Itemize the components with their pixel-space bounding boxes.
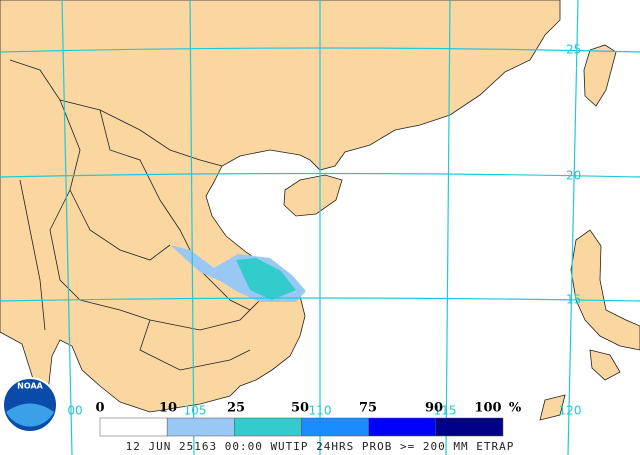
logo-text: NOAA	[17, 382, 43, 391]
legend-swatch	[368, 417, 437, 437]
legend-label: 50	[291, 401, 309, 416]
land	[0, 0, 640, 421]
legend-swatch	[301, 417, 369, 437]
legend-swatch	[435, 417, 504, 437]
legend-label: 90	[425, 401, 443, 416]
legend-label: 0	[95, 401, 104, 416]
legend-unit: %	[509, 401, 522, 416]
lon-label: 115	[434, 404, 457, 418]
legend-swatch	[234, 417, 302, 437]
lon-line	[567, 0, 579, 455]
legend: 0 10 25 50 75 90 100%	[95, 401, 522, 437]
caption: 12 JUN 25163 00:00 WUTIP 24HRS PROB >= 2…	[126, 440, 515, 453]
lon-line	[61, 0, 73, 455]
lon-line	[445, 0, 451, 455]
noaa-logo: NOAA	[2, 377, 58, 433]
legend-label: 10	[159, 401, 177, 416]
legend-swatch	[99, 417, 168, 437]
legend-label: 100	[474, 401, 501, 416]
lat-label: 15	[566, 293, 581, 307]
probability-areas	[170, 245, 306, 302]
legend-label: 75	[359, 401, 377, 416]
grid-labels: 25 20 15 00 105 110 115 120	[67, 43, 581, 418]
lat-label: 20	[566, 169, 581, 183]
legend-swatch	[166, 417, 235, 437]
borders	[9, 59, 261, 371]
lon-label: 00	[67, 404, 82, 418]
lat-label: 25	[566, 43, 581, 57]
lon-line	[189, 0, 195, 455]
lon-label: 110	[309, 404, 332, 418]
lon-label: 105	[184, 404, 207, 418]
legend-label: 25	[227, 401, 245, 416]
prob-25	[236, 258, 296, 300]
logo-wave	[6, 403, 54, 427]
lon-label: 120	[559, 404, 582, 418]
